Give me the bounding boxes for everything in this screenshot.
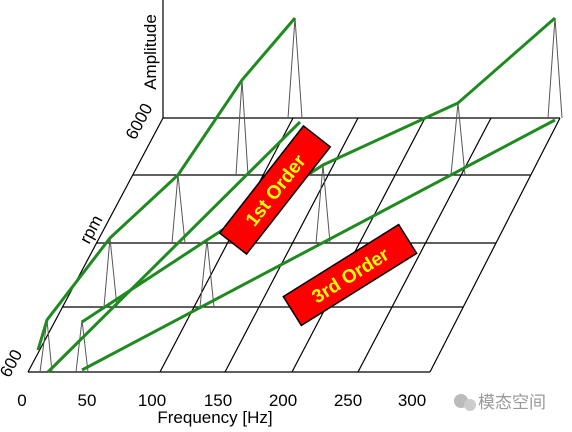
grid-line bbox=[291, 117, 426, 373]
peak bbox=[103, 237, 118, 308]
order-line bbox=[36, 17, 297, 351]
y-axis-label: rpm bbox=[76, 212, 107, 247]
grid-line bbox=[27, 117, 164, 373]
x-axis-label: Frequency [Hz] bbox=[157, 408, 272, 427]
y-tick-label: 6000 bbox=[122, 100, 157, 142]
watermark: 模态空间 bbox=[454, 393, 546, 412]
order-lines bbox=[36, 16, 556, 374]
watermark-icon bbox=[464, 399, 476, 411]
annotation-box bbox=[218, 124, 332, 256]
peak bbox=[450, 102, 466, 176]
watermark-text: 模态空间 bbox=[478, 393, 546, 412]
grid-line bbox=[429, 117, 561, 373]
third-order-annotation: 3rd Order bbox=[282, 223, 418, 327]
z-axis-label: Amplitude bbox=[141, 14, 160, 90]
order-line bbox=[46, 120, 302, 374]
peak bbox=[287, 17, 303, 119]
peak bbox=[235, 79, 249, 176]
x-tick-label: 300 bbox=[398, 391, 426, 410]
x-tick-label: 50 bbox=[78, 391, 97, 410]
order-line bbox=[81, 118, 556, 372]
x-tick-label: 0 bbox=[17, 391, 26, 410]
x-tick-label: 100 bbox=[138, 391, 166, 410]
y-tick-label: 600 bbox=[0, 346, 26, 380]
peak bbox=[75, 319, 89, 373]
grid-line bbox=[357, 117, 492, 373]
grid-line bbox=[159, 117, 294, 373]
order-line bbox=[81, 16, 556, 324]
x-tick-label: 150 bbox=[204, 391, 232, 410]
annotation-box bbox=[282, 223, 418, 327]
x-tick-label: 250 bbox=[334, 391, 362, 410]
peak bbox=[547, 17, 563, 119]
x-tick-label: 200 bbox=[269, 391, 297, 410]
peak bbox=[171, 174, 186, 244]
floor-grid bbox=[27, 0, 561, 373]
